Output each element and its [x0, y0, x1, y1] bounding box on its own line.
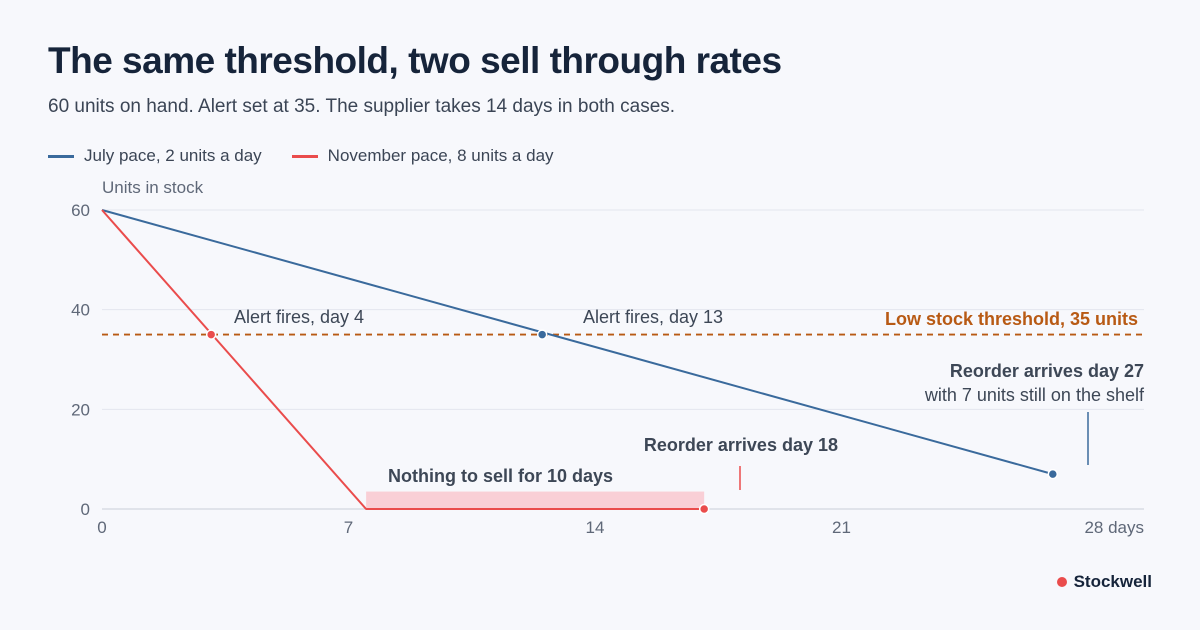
stockout-region: [366, 491, 705, 509]
x-tick-label: 0: [97, 518, 106, 537]
brand-dot-icon: [1056, 577, 1067, 587]
stockout-label: Nothing to sell for 10 days: [388, 466, 613, 486]
x-tick-label: 7: [344, 518, 353, 537]
y-axis-label: Units in stock: [102, 178, 204, 197]
annotation-alert-november: Alert fires, day 4: [234, 307, 364, 327]
legend-item-july: July pace, 2 units a day: [48, 146, 262, 166]
marker-july: [536, 329, 548, 340]
legend-label-july: July pace, 2 units a day: [84, 146, 262, 165]
x-tick-label: 14: [586, 518, 605, 537]
y-tick-label: 60: [71, 201, 90, 220]
marker-november: [205, 329, 217, 340]
y-tick-label: 20: [71, 400, 90, 419]
x-tick-label: 21: [832, 518, 851, 537]
legend-swatch-november: [291, 154, 318, 158]
brand-name: Stockwell: [1073, 572, 1152, 591]
y-tick-label: 40: [71, 301, 90, 320]
annotation-reorder-november: Reorder arrives day 18: [644, 435, 838, 455]
legend-swatch-july: [48, 154, 74, 158]
brand-logo: Stockwell: [1056, 572, 1152, 592]
legend-item-november: November pace, 8 units a day: [291, 146, 554, 166]
annotation-alert-july: Alert fires, day 13: [583, 307, 723, 327]
y-tick-label: 0: [81, 500, 90, 519]
chart-subtitle: 60 units on hand. Alert set at 35. The s…: [48, 96, 676, 117]
threshold-label: Low stock threshold, 35 units: [885, 309, 1138, 329]
marker-november: [698, 503, 710, 515]
chart-title: The same threshold, two sell through rat…: [48, 40, 782, 81]
series-line-july: [101, 209, 1054, 476]
legend: July pace, 2 units a day November pace, …: [48, 146, 554, 166]
legend-label-november: November pace, 8 units a day: [327, 146, 554, 165]
marker-july: [1047, 468, 1059, 480]
x-tick-label: 28 days: [1084, 518, 1144, 537]
series-line-november: [101, 209, 705, 510]
annotation-reorder-july-detail: with 7 units still on the shelf: [924, 385, 1145, 405]
annotation-reorder-july: Reorder arrives day 27: [950, 361, 1144, 381]
